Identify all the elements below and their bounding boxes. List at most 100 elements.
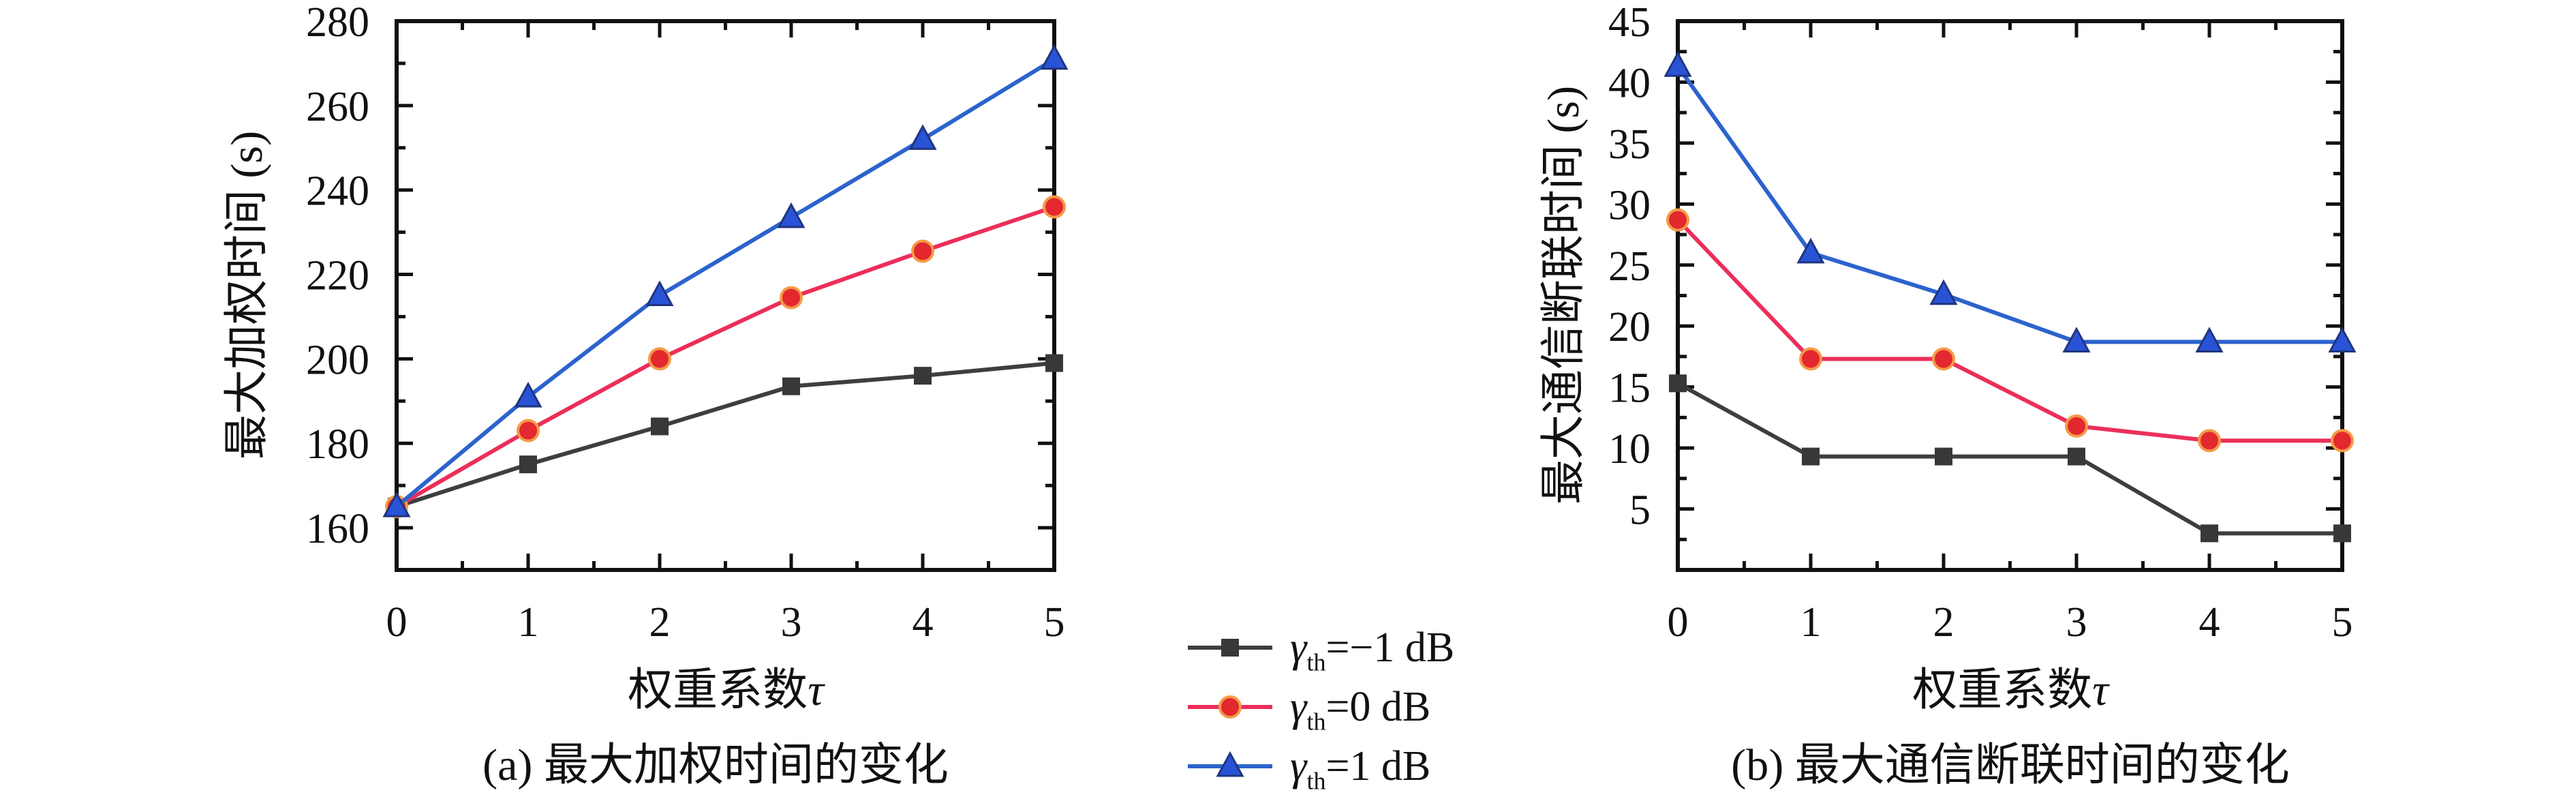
series-a-2 bbox=[382, 44, 1069, 517]
series-line bbox=[1676, 381, 2344, 536]
marker-circle bbox=[1799, 347, 1822, 371]
marker-circle bbox=[1043, 195, 1066, 219]
marker-square bbox=[651, 417, 669, 436]
legend-item-gamma-minus1db: γth=−1 dB bbox=[1184, 618, 1454, 677]
marker-circle bbox=[2198, 429, 2221, 453]
gamma-symbol: γ bbox=[1290, 624, 1307, 671]
marker-circle bbox=[648, 347, 671, 371]
marker-circle bbox=[517, 419, 540, 442]
marker-square bbox=[1045, 354, 1063, 372]
series-line bbox=[1676, 64, 2344, 344]
ticks-b bbox=[1676, 19, 2344, 572]
y-axis-label-left-chart: 最大加权时间 (s) bbox=[222, 130, 272, 460]
legend-sample-triangle-series bbox=[1188, 751, 1272, 777]
marker-circle bbox=[911, 239, 934, 263]
marker-triangle bbox=[1040, 44, 1069, 70]
y-tick-label: 240 bbox=[306, 168, 369, 215]
marker-square bbox=[2201, 524, 2218, 543]
x-tick-label: 2 bbox=[649, 599, 671, 646]
y-tick-label: 260 bbox=[306, 84, 369, 130]
series-a-1 bbox=[385, 195, 1066, 519]
legend-sample-square-series bbox=[1188, 639, 1272, 657]
legend-label: γth=1 dB bbox=[1290, 742, 1431, 793]
marker-square bbox=[782, 377, 800, 395]
x-axis-label-left-chart: 权重系数τ bbox=[628, 668, 824, 713]
legend-label: γth=0 dB bbox=[1290, 683, 1431, 734]
gamma-subscript: th bbox=[1306, 766, 1326, 794]
series-b-2 bbox=[1663, 51, 2357, 352]
marker-triangle bbox=[645, 280, 674, 306]
y-tick-label: 200 bbox=[306, 337, 369, 383]
y-tick-label: 40 bbox=[1608, 60, 1651, 106]
chart-a: 0 1 2 3 4 5 160 180 200 220 240 260 280 bbox=[306, 0, 1069, 646]
y-tick-label: 45 bbox=[1608, 0, 1651, 46]
marker-square bbox=[1221, 639, 1239, 657]
y-tick-label: 280 bbox=[306, 0, 369, 46]
marker-triangle bbox=[1796, 237, 1825, 264]
series-b-0 bbox=[1669, 374, 2351, 543]
y-tick-label: 25 bbox=[1608, 243, 1651, 290]
x-tick-label: 4 bbox=[913, 599, 934, 646]
marker-square bbox=[1935, 447, 1952, 466]
x-tick-label: 1 bbox=[1800, 599, 1822, 646]
legend-item-gamma-0db: γth=0 dB bbox=[1184, 677, 1454, 736]
marker-triangle bbox=[2062, 327, 2091, 352]
marker-triangle bbox=[382, 491, 411, 517]
y-tick-label: 10 bbox=[1608, 426, 1651, 472]
x-tick-label: 0 bbox=[386, 599, 408, 646]
marker-square bbox=[914, 367, 932, 385]
y-tick-label: 160 bbox=[306, 506, 369, 552]
series-a-0 bbox=[388, 354, 1063, 516]
marker-triangle bbox=[514, 381, 542, 408]
series-line bbox=[395, 57, 1056, 509]
x-axis-label-text: 权重系数 bbox=[1912, 665, 2093, 715]
legend-value: =1 dB bbox=[1325, 742, 1431, 789]
marker-circle bbox=[1666, 208, 1689, 232]
gamma-symbol: γ bbox=[1290, 742, 1307, 789]
legend-sample-circle-series bbox=[1188, 695, 1272, 719]
marker-circle bbox=[1218, 695, 1242, 719]
plot-box-b bbox=[1676, 19, 2344, 572]
marker-square bbox=[1669, 374, 1687, 393]
series-b-1 bbox=[1666, 208, 2354, 453]
x-axis-label-tau-symbol: τ bbox=[808, 665, 824, 715]
x-tick-label: 5 bbox=[2332, 599, 2353, 646]
y-axis-label-right-chart: 最大通信断联时间 (s) bbox=[1539, 85, 1589, 505]
x-tick-label: 0 bbox=[1668, 599, 1689, 646]
marker-triangle bbox=[2328, 327, 2357, 352]
legend-value: =0 dB bbox=[1325, 683, 1431, 730]
marker-triangle bbox=[1216, 751, 1244, 777]
marker-circle bbox=[1932, 347, 1955, 371]
marker-square bbox=[519, 455, 537, 474]
plot-box-a bbox=[395, 19, 1056, 572]
y-tick-label: 180 bbox=[306, 421, 369, 468]
x-axis-label-tau-symbol: τ bbox=[2092, 665, 2109, 715]
subfigure-caption-b: (b) 最大通信断联时间的变化 bbox=[1731, 740, 2290, 790]
series-line bbox=[1676, 217, 2344, 443]
marker-triangle bbox=[1929, 279, 1958, 305]
marker-circle bbox=[2065, 414, 2088, 438]
ticks-a bbox=[395, 19, 1056, 572]
x-tick-label: 3 bbox=[781, 599, 802, 646]
subfigure-caption-a: (a) 最大加权时间的变化 bbox=[482, 740, 949, 790]
legend-item-gamma-1db: γth=1 dB bbox=[1184, 736, 1454, 796]
marker-square bbox=[2068, 447, 2085, 466]
marker-triangle bbox=[1663, 51, 1692, 77]
x-axis-label-text: 权重系数 bbox=[628, 665, 808, 715]
marker-circle bbox=[780, 286, 803, 310]
legend: γth=−1 dB γth=0 dB γth=1 dB bbox=[1184, 618, 1454, 796]
y-tick-label: 5 bbox=[1629, 487, 1651, 534]
y-tick-label: 220 bbox=[306, 253, 369, 299]
marker-triangle bbox=[777, 202, 806, 228]
legend-value: =−1 dB bbox=[1325, 624, 1455, 671]
marker-square bbox=[1802, 447, 1820, 466]
x-tick-label: 5 bbox=[1044, 599, 1065, 646]
y-tick-label: 30 bbox=[1608, 182, 1651, 228]
marker-triangle bbox=[908, 124, 937, 150]
gamma-symbol: γ bbox=[1290, 683, 1307, 730]
x-tick-label: 4 bbox=[2199, 599, 2220, 646]
